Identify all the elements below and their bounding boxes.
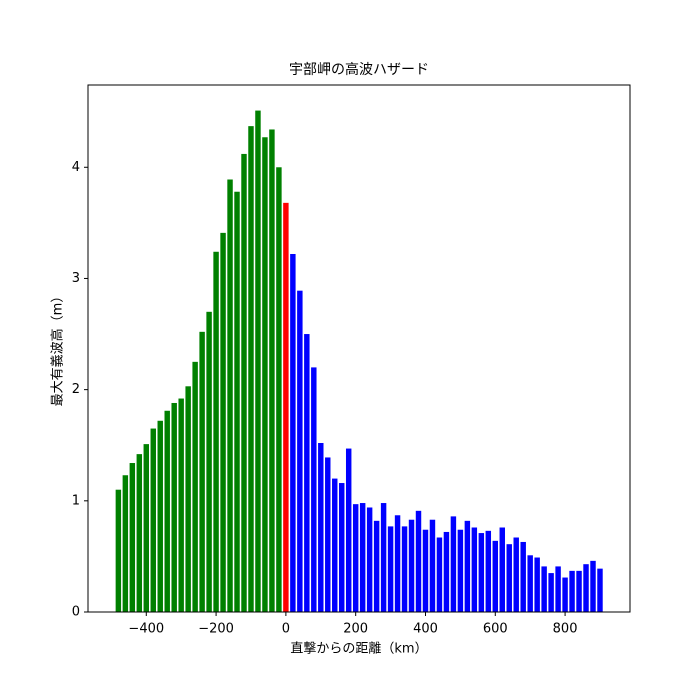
y-tick-label: 3 [72, 271, 80, 286]
bar [506, 544, 512, 612]
bar [366, 507, 373, 612]
bar [541, 566, 547, 612]
bar [171, 402, 177, 612]
bar [206, 311, 212, 612]
plot-frame [87, 84, 631, 613]
bar [352, 504, 359, 612]
bar [199, 331, 205, 612]
bar [304, 334, 310, 612]
bar [422, 529, 429, 612]
bar [318, 443, 324, 612]
bar [115, 489, 122, 612]
bar [283, 202, 289, 612]
bar [129, 463, 136, 612]
bar [520, 541, 526, 612]
bar [471, 527, 478, 612]
x-tick-label: 0 [282, 622, 290, 637]
y-tick-label: 2 [72, 382, 80, 397]
bar [443, 531, 450, 612]
bar [213, 251, 219, 612]
bar [429, 519, 436, 612]
bar [380, 503, 387, 612]
bar [332, 478, 338, 612]
bar [136, 454, 143, 612]
bar [297, 290, 303, 612]
x-tick-label: 400 [413, 622, 438, 637]
bar [276, 167, 282, 612]
y-tick-label: 4 [72, 160, 80, 175]
bar [290, 253, 296, 612]
bar [485, 530, 492, 612]
bar [122, 475, 129, 612]
bar [555, 566, 561, 612]
bar [311, 367, 317, 612]
bar [178, 398, 184, 612]
bar [513, 537, 519, 612]
bar [576, 570, 582, 612]
bar [345, 448, 352, 612]
bar [373, 520, 380, 612]
bar [464, 520, 471, 612]
bar [255, 110, 261, 613]
bar [394, 515, 401, 612]
bar [583, 564, 589, 612]
bar [150, 428, 156, 612]
bar [325, 457, 331, 612]
bar [339, 483, 345, 612]
bar [143, 444, 150, 612]
bar [234, 191, 240, 612]
bar [548, 573, 554, 612]
bar [597, 568, 603, 612]
y-axis-label: 最大有義波高（m） [50, 290, 66, 407]
bar [164, 410, 170, 612]
x-tick-label: 600 [483, 622, 508, 637]
bar [534, 557, 540, 612]
x-axis-label: 直撃からの距離（km） [290, 641, 427, 657]
y-tick-label: 1 [72, 493, 80, 508]
bar [408, 519, 415, 612]
bar [220, 232, 226, 612]
bar [492, 540, 499, 612]
bar [457, 529, 464, 612]
bar [450, 516, 457, 612]
x-tick-label: 200 [343, 622, 368, 637]
bar [499, 527, 505, 612]
bar [227, 179, 233, 613]
bar [269, 129, 275, 612]
bar [401, 526, 408, 612]
y-tick-label: 0 [72, 605, 80, 620]
chart-title: 宇部岬の高波ハザード [289, 61, 429, 78]
bar [241, 153, 247, 612]
bar [569, 570, 575, 612]
bar [590, 560, 596, 612]
bar [562, 577, 568, 612]
bar [359, 503, 366, 612]
bar [415, 510, 422, 612]
x-tick-label: −400 [128, 622, 164, 637]
x-tick-label: 800 [553, 622, 578, 637]
bar [185, 386, 191, 612]
bar [478, 533, 485, 612]
bar [527, 555, 533, 612]
bar [192, 361, 198, 612]
bar [248, 126, 254, 612]
bar [262, 137, 268, 612]
bar [157, 420, 163, 612]
x-tick-label: −200 [198, 622, 234, 637]
bar [387, 526, 394, 612]
bar [436, 537, 443, 612]
